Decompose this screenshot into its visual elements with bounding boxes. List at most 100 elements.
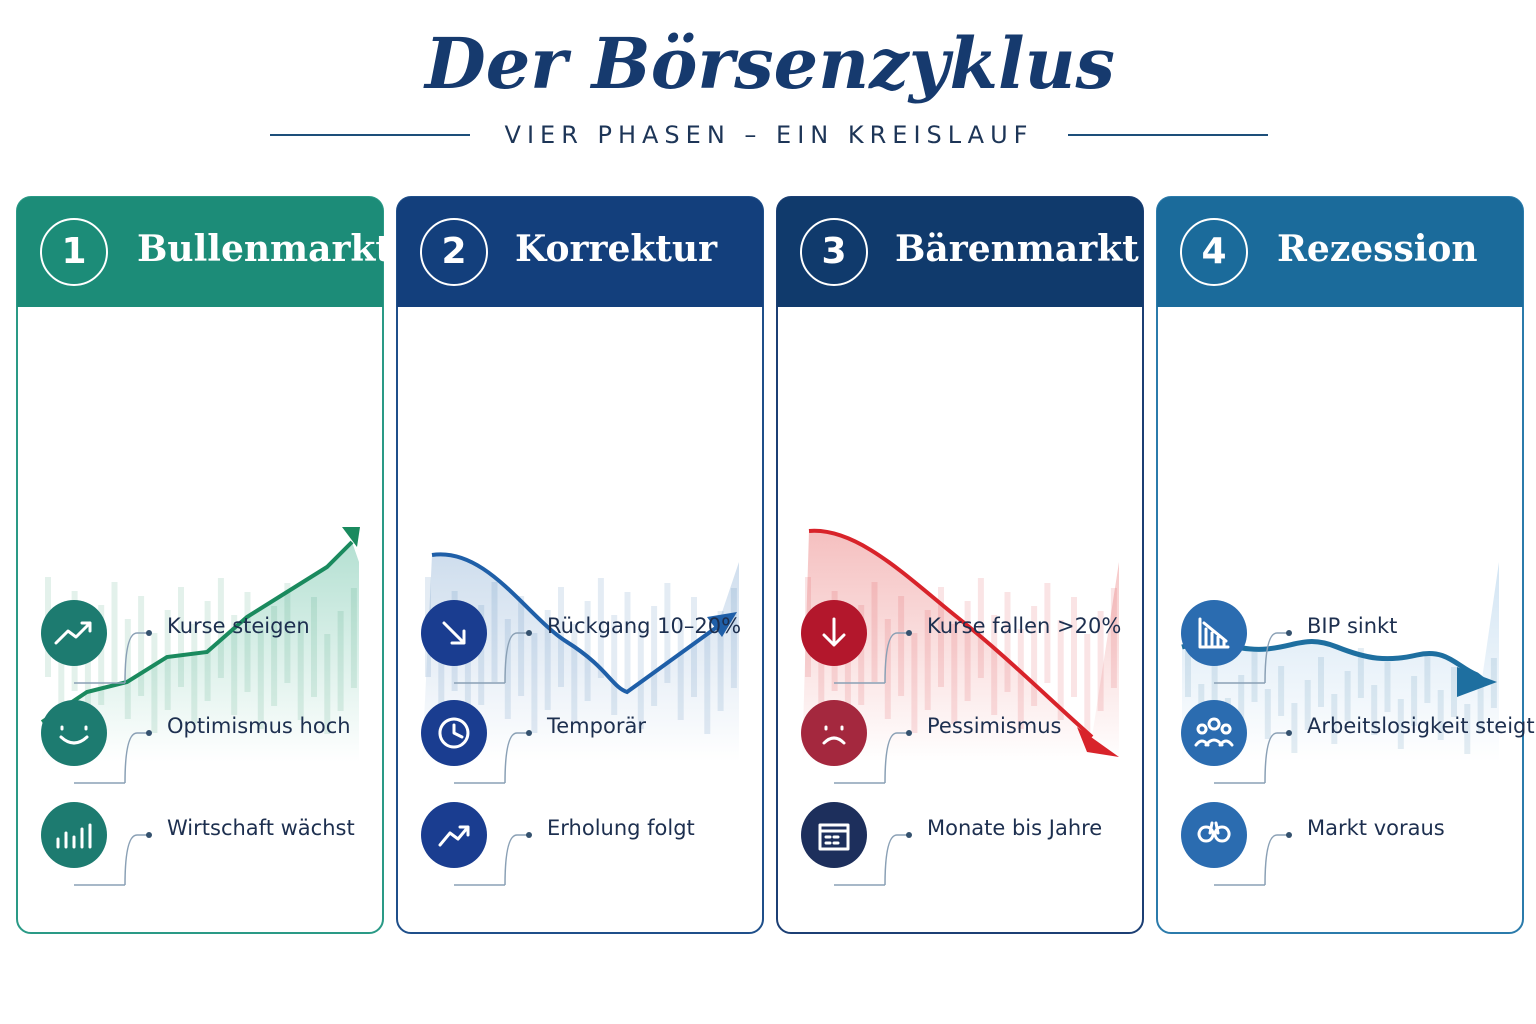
icon-glyph bbox=[1194, 717, 1234, 747]
chart-bar bbox=[1411, 676, 1418, 726]
phase-name: Korrektur bbox=[515, 228, 718, 270]
card-header bbox=[17, 197, 383, 307]
item-label: Pessimismus bbox=[927, 714, 1062, 738]
card-header bbox=[777, 197, 1143, 307]
chart-bar bbox=[191, 624, 198, 724]
chart-bar bbox=[871, 582, 878, 682]
trend-arrow bbox=[1077, 727, 1119, 757]
phase-number: 2 bbox=[441, 231, 466, 272]
item-icon bbox=[801, 802, 867, 868]
chart-bar bbox=[1278, 666, 1285, 716]
chart-bar bbox=[1344, 671, 1351, 721]
chart-bar bbox=[111, 582, 118, 682]
subtitle: VIER PHASEN – EIN KREISLAUF bbox=[505, 121, 1034, 149]
chart-bar bbox=[597, 578, 604, 678]
chart-bar bbox=[217, 578, 224, 678]
chart-bar bbox=[651, 606, 658, 706]
icon-glyph bbox=[1198, 617, 1230, 649]
item-icon bbox=[41, 600, 107, 666]
card-header bbox=[397, 197, 763, 307]
icon-glyph bbox=[438, 825, 470, 847]
item-label: Markt voraus bbox=[1307, 816, 1445, 840]
connector bbox=[74, 732, 149, 784]
chart-bar bbox=[1477, 681, 1484, 731]
chart-bar bbox=[164, 610, 171, 710]
number-badge bbox=[1180, 218, 1248, 286]
item-label: Rückgang 10–20% bbox=[547, 614, 741, 638]
phase-number: 1 bbox=[61, 231, 86, 272]
connector-dot bbox=[146, 832, 152, 838]
chart-bar bbox=[884, 619, 891, 719]
chart-bar bbox=[898, 596, 905, 696]
phase-card: 2 Korrektur Rückgang 10–20% Temporär Erholun… bbox=[396, 196, 764, 934]
chart-bar bbox=[1097, 611, 1104, 711]
chart-bar bbox=[464, 628, 471, 728]
connector bbox=[74, 632, 149, 684]
mini-chart bbox=[422, 552, 739, 762]
chart-bar bbox=[571, 624, 578, 724]
chart-bar bbox=[1451, 667, 1457, 717]
chart-bar bbox=[1031, 606, 1038, 706]
chart-bar bbox=[324, 634, 331, 734]
trend-arrow bbox=[707, 612, 737, 637]
item-label: Wirtschaft wächst bbox=[167, 816, 355, 840]
chart-bar bbox=[624, 592, 631, 692]
chart-bar bbox=[504, 619, 511, 719]
phase-name: Bärenmarkt bbox=[895, 228, 1139, 270]
item-label: Erholung folgt bbox=[547, 816, 695, 840]
item-icon bbox=[1181, 700, 1247, 766]
chart-area bbox=[1182, 562, 1499, 762]
chart-bar bbox=[178, 587, 184, 687]
item-icon bbox=[41, 700, 107, 766]
chart-bar bbox=[1437, 690, 1444, 740]
connector bbox=[454, 732, 529, 784]
card-header bbox=[1157, 197, 1523, 307]
icon-glyph bbox=[442, 621, 466, 645]
chart-bar bbox=[677, 620, 684, 720]
icon-glyph bbox=[822, 617, 846, 647]
chart-area bbox=[422, 554, 739, 762]
connector bbox=[1214, 732, 1289, 784]
number-badge bbox=[40, 218, 108, 286]
chart-bar bbox=[271, 606, 278, 706]
chart-bar bbox=[704, 634, 711, 734]
chart-bar bbox=[1357, 648, 1364, 698]
phase-name: Bullenmarkt bbox=[137, 228, 392, 270]
chart-bar bbox=[1397, 699, 1404, 749]
chart-bar bbox=[691, 597, 697, 697]
chart-bar bbox=[1071, 597, 1077, 697]
connector-dot bbox=[1286, 832, 1292, 838]
chart-bar bbox=[991, 615, 998, 715]
cards: 1 Bullenmarkt Kurse steigen Optimismus hoch… bbox=[16, 196, 1535, 934]
number-badge bbox=[800, 218, 868, 286]
icon-glyph bbox=[59, 725, 89, 745]
chart-bar bbox=[1384, 662, 1391, 712]
trend-arrow bbox=[1457, 667, 1497, 697]
item-icon bbox=[41, 802, 107, 868]
item-label: Kurse steigen bbox=[167, 614, 310, 638]
connector bbox=[834, 732, 909, 784]
mini-chart bbox=[1181, 562, 1499, 762]
chart-bar bbox=[911, 633, 918, 733]
chart-bar bbox=[637, 629, 644, 729]
item-label: Monate bis Jahre bbox=[927, 816, 1102, 840]
connector bbox=[1214, 632, 1289, 684]
icon-glyph bbox=[1197, 821, 1231, 843]
chart-bar bbox=[518, 596, 525, 696]
phase-number: 3 bbox=[821, 231, 846, 272]
chart-bar bbox=[284, 583, 291, 683]
chart-bar bbox=[84, 628, 91, 728]
connector bbox=[834, 834, 909, 886]
chart-bar bbox=[257, 629, 264, 729]
connector-dot bbox=[906, 730, 912, 736]
chart-bar bbox=[1371, 685, 1378, 735]
chart-bar bbox=[438, 614, 445, 714]
chart-bar bbox=[311, 597, 317, 697]
icon-glyph bbox=[438, 717, 470, 749]
item-icon bbox=[801, 700, 867, 766]
number-badge bbox=[420, 218, 488, 286]
icon-glyph bbox=[56, 823, 92, 849]
connector-dot bbox=[906, 630, 912, 636]
item-label: Temporär bbox=[546, 714, 646, 738]
chart-bar bbox=[951, 624, 958, 724]
